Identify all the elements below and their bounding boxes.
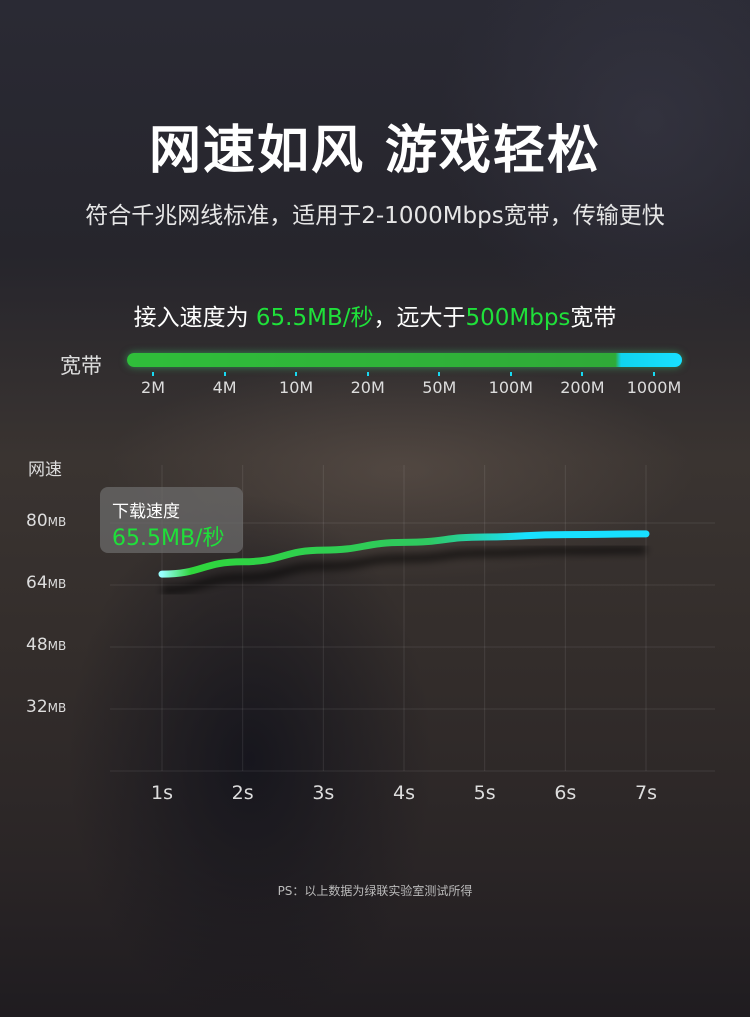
speed-bandwidth: 500Mbps <box>465 305 571 331</box>
bandwidth-tick-mark <box>438 372 441 376</box>
y-tick-unit: MB <box>47 701 67 715</box>
page-title: 网速如风 游戏轻松 <box>148 121 602 181</box>
subtitle: 符合千兆网线标准，适用于2-1000Mbps宽带，传输更快 <box>85 203 665 229</box>
x-tick-label: 3s <box>312 782 335 804</box>
bandwidth-tick-label: 100M <box>488 378 534 397</box>
bandwidth-tick-label: 200M <box>560 378 605 397</box>
bandwidth-tick-mark <box>581 372 584 376</box>
y-tick-value: 32 <box>26 697 48 717</box>
y-tick-label: 80MB <box>26 511 66 531</box>
chart-grid <box>110 465 715 772</box>
x-tick-label: 2s <box>231 782 254 804</box>
speed-value: 65.5MB/秒 <box>255 305 374 331</box>
speed-prefix: 接入速度为 <box>133 305 256 331</box>
x-tick-label: 4s <box>393 782 415 804</box>
tooltip-title: 下载速度 <box>112 502 180 522</box>
bandwidth-bar <box>127 353 682 367</box>
y-tick-label: 32MB <box>26 697 66 717</box>
bandwidth-tick-label: 50M <box>422 378 457 397</box>
bandwidth-tick-mark <box>295 372 298 376</box>
bandwidth-tick-mark <box>366 372 369 376</box>
bandwidth-tick-label: 20M <box>350 378 385 397</box>
bandwidth-tick-label: 4M <box>212 378 237 397</box>
y-tick-value: 48 <box>26 635 48 655</box>
x-tick-label: 7s <box>635 782 657 804</box>
speed-line-chart <box>110 465 715 772</box>
bandwidth-tick-mark <box>653 372 655 376</box>
y-tick-unit: MB <box>47 515 67 529</box>
speed-suffix: 宽带 <box>570 305 617 331</box>
tooltip-value: 65.5MB/秒 <box>112 526 225 551</box>
x-tick-label: 6s <box>554 782 577 804</box>
x-tick-label: 5s <box>473 782 496 804</box>
footnote: PS：以上数据为绿联实验室测试所得 <box>277 884 473 898</box>
y-tick-unit: MB <box>47 577 67 591</box>
y-tick-value: 80 <box>26 511 48 531</box>
y-tick-label: 64MB <box>26 573 66 593</box>
chart-marks <box>158 530 650 595</box>
speed-middle: ，远大于 <box>373 305 466 331</box>
y-axis-title: 网速 <box>28 460 62 480</box>
series-line <box>158 530 650 578</box>
bandwidth-tick-label: 2M <box>141 378 165 397</box>
bandwidth-tick-mark <box>223 372 226 376</box>
series-line-shadow <box>161 545 647 595</box>
bandwidth-tick-label: 1000M <box>626 378 682 397</box>
speed-statement: 接入速度为 65.5MB/秒，远大于500Mbps宽带 <box>0 298 750 332</box>
y-tick-unit: MB <box>47 639 67 653</box>
bandwidth-label: 宽带 <box>60 354 102 378</box>
y-tick-value: 64 <box>26 573 48 593</box>
x-tick-label: 1s <box>151 782 173 804</box>
tooltip-box <box>100 487 243 553</box>
y-tick-label: 48MB <box>26 635 66 655</box>
bandwidth-tick-label: 10M <box>279 378 314 397</box>
bandwidth-tick-mark <box>152 372 154 376</box>
bandwidth-tick-mark <box>509 372 512 376</box>
